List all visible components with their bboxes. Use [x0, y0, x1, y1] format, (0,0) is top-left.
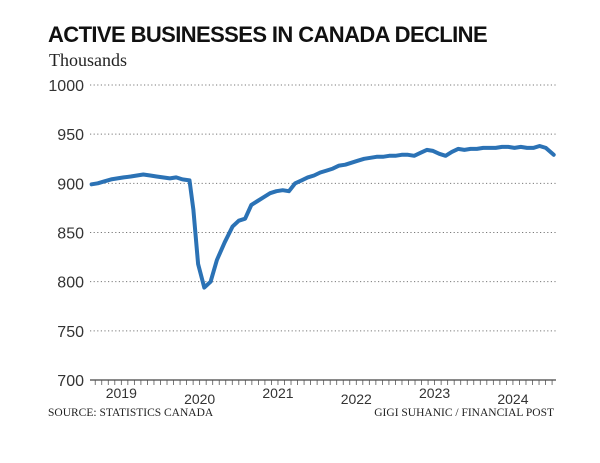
chart-title: ACTIVE BUSINESSES IN CANADA DECLINE: [48, 22, 488, 47]
x-year-label: 2021: [262, 385, 293, 401]
y-tick-label: 850: [57, 226, 84, 243]
y-tick-label: 700: [57, 373, 84, 390]
y-tick-label: 950: [57, 127, 84, 144]
x-year-label: 2020: [184, 391, 215, 407]
gridlines: [90, 84, 556, 332]
x-year-label: 2024: [497, 391, 528, 407]
x-year-label: 2019: [106, 385, 137, 401]
chart-subtitle: Thousands: [49, 50, 127, 70]
x-year-label: 2023: [419, 385, 450, 401]
series-lines: [89, 144, 556, 290]
x-axis-labels: 2019 2020 2021 2022 2023 2024: [106, 385, 529, 407]
credit-note: GIGI SUHANIC / FINANCIAL POST: [374, 407, 554, 419]
y-tick-label: 900: [57, 176, 84, 193]
y-tick-label: 1000: [48, 78, 84, 95]
source-note: SOURCE: STATISTICS CANADA: [48, 407, 214, 419]
y-axis-labels: 700 750 800 850 900 950 1000: [48, 78, 84, 390]
series-line: [89, 144, 556, 290]
y-tick-label: 750: [57, 324, 84, 341]
x-year-label: 2022: [341, 391, 372, 407]
x-axis: [90, 379, 556, 385]
y-tick-label: 800: [57, 275, 84, 292]
